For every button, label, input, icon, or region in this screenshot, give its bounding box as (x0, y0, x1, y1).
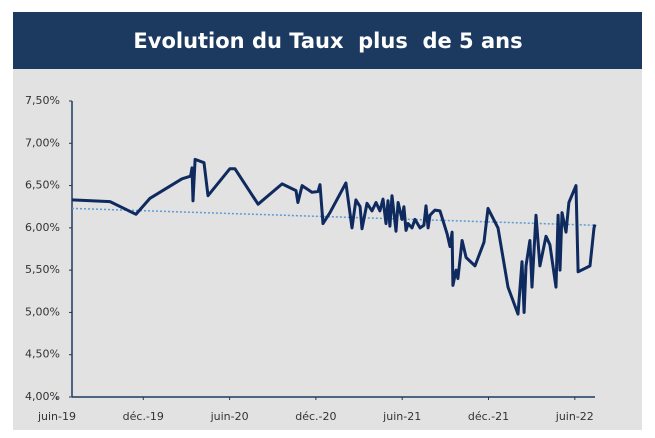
chart-title: Evolution du Taux plus de 5 ans (133, 29, 522, 53)
y-tick-label: 5,50% (25, 263, 60, 276)
panel (13, 12, 642, 430)
x-tick-label: déc.-21 (468, 410, 509, 423)
x-tick-label: déc.-19 (123, 410, 164, 423)
x-tick-label: juin-22 (555, 410, 594, 423)
y-tick-label: 5,00% (25, 305, 60, 318)
y-tick-label: 7,50% (25, 94, 60, 107)
y-tick-label: 4,00% (25, 390, 60, 403)
data-line (71, 157, 597, 316)
y-tick-label: 4,50% (25, 348, 60, 361)
trend-line (71, 207, 596, 227)
y-tick-label: 6,00% (25, 221, 60, 234)
y-tick-label: 7,00% (25, 136, 60, 149)
x-tick-label: juin-20 (210, 410, 249, 423)
header (13, 12, 642, 69)
x-tick-label: juin-21 (382, 410, 421, 423)
y-tick-label: 6,50% (25, 179, 60, 192)
x-tick-label: déc.-20 (295, 410, 336, 423)
x-tick-label: juin-19 (37, 410, 76, 423)
